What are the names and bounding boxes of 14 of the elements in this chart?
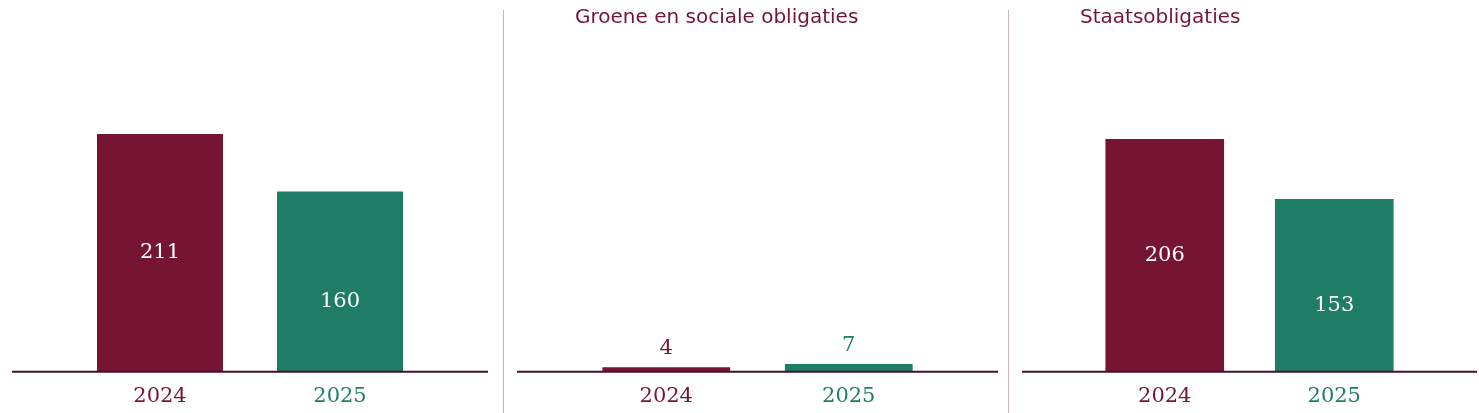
chart-title: Groene en sociale obligaties [575,4,859,29]
x-tick-label: 2024 [639,382,693,407]
data-label: 211 [139,239,181,264]
x-tick-label: 2024 [1138,382,1192,407]
data-label: 7 [842,331,856,356]
chart-title: Staatsobligaties [1080,4,1241,29]
data-label: 4 [659,335,673,360]
x-tick-label: 2025 [1307,382,1361,407]
data-label: 153 [1314,291,1355,316]
x-tick-label: 2025 [313,382,367,407]
x-tick-label: 2024 [133,382,187,407]
data-label: 160 [319,288,361,313]
data-label: 206 [1144,241,1185,266]
x-tick-label: 2025 [822,382,876,407]
